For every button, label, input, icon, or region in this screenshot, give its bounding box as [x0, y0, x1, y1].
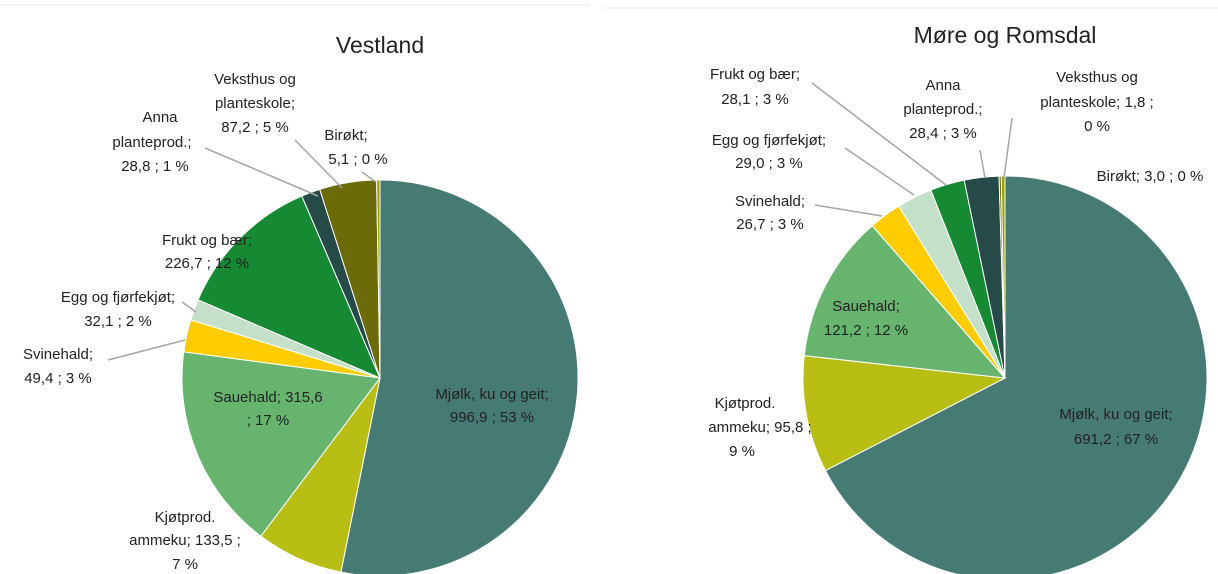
pie-slice [340, 179, 579, 574]
data-label: Egg og fjørfekjøt; [712, 132, 826, 149]
chart-title: Møre og Romsdal [914, 22, 1097, 48]
data-label: Anna [142, 109, 178, 126]
data-label: ; 17 % [247, 412, 290, 429]
leader-line [361, 171, 377, 183]
data-label: Kjøtprod. [155, 509, 216, 526]
data-label: 0 % [1084, 118, 1110, 135]
data-label: planteskole; [215, 95, 295, 112]
data-label: 691,2 ; 67 % [1074, 431, 1158, 448]
data-label: 26,7 ; 3 % [736, 216, 804, 233]
data-label: 49,4 ; 3 % [24, 370, 92, 387]
data-label: Birøkt; 3,0 ; 0 % [1097, 168, 1204, 185]
leader-line [107, 339, 186, 361]
data-label: 29,0 ; 3 % [735, 155, 803, 172]
data-label: 9 % [729, 443, 755, 460]
leader-line [1003, 117, 1013, 179]
leader-line [811, 82, 947, 186]
data-label: 28,4 ; 3 % [909, 125, 977, 142]
data-label: 5,1 ; 0 % [328, 151, 387, 168]
leader-line [294, 139, 343, 189]
data-label: Anna [925, 77, 961, 94]
data-label: ammeku; 133,5 ; [129, 532, 241, 549]
data-label: Veksthus og [214, 71, 296, 88]
data-label: Kjøtprod. [715, 395, 776, 412]
data-label: 28,8 ; 1 % [121, 158, 189, 175]
data-label: 7 % [172, 556, 198, 573]
pie-slice [376, 179, 381, 379]
leader-line [181, 301, 197, 313]
data-label: planteskole; 1,8 ; [1040, 94, 1153, 111]
data-label: planteprod.; [903, 101, 982, 118]
data-label: 32,1 ; 2 % [84, 313, 152, 330]
data-label: planteprod.; [112, 134, 191, 151]
leader-line [844, 147, 915, 196]
pie-slice [824, 175, 1208, 574]
data-label: Svinehald; [735, 193, 805, 210]
data-label: Mjølk, ku og geit; [435, 386, 548, 403]
data-label: Veksthus og [1056, 69, 1138, 86]
data-label: ammeku; 95,8 ; [708, 419, 811, 436]
leader-line [814, 204, 883, 217]
data-label: 996,9 ; 53 % [450, 409, 534, 426]
data-label: 87,2 ; 5 % [221, 119, 289, 136]
data-label: Egg og fjørfekjøt; [61, 289, 175, 306]
data-label: Svinehald; [23, 346, 93, 363]
data-label: Sauehald; 315,6 [213, 389, 322, 406]
pie-slice [803, 225, 1007, 379]
data-label: Birøkt; [324, 127, 367, 144]
data-label: Mjølk, ku og geit; [1059, 406, 1172, 423]
data-label: Frukt og bær; [710, 66, 800, 83]
data-label: 28,1 ; 3 % [721, 91, 789, 108]
data-label: 121,2 ; 12 % [824, 322, 908, 339]
pie-slice [197, 195, 381, 379]
leader-line [204, 147, 319, 197]
pie-slice [802, 355, 1007, 472]
data-label: 226,7 ; 12 % [165, 255, 249, 272]
pie-slice [181, 351, 381, 537]
data-label: Sauehald; [832, 298, 900, 315]
data-label: Frukt og bær; [162, 232, 252, 249]
chart-title: Vestland [336, 32, 424, 58]
leader-line [979, 149, 986, 179]
